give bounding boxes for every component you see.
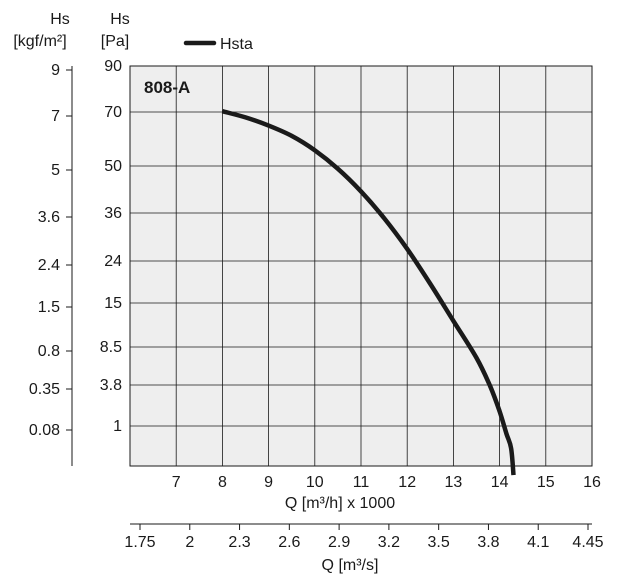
y-tick-label-2: 50 (104, 158, 122, 175)
x-tick-label-8: 15 (537, 474, 555, 491)
y-tick-label-3: 36 (104, 205, 122, 222)
x-tick-label-2: 9 (264, 474, 273, 491)
y2-tick-label-6: 0.8 (38, 343, 60, 360)
y-tick-label-5: 15 (104, 295, 122, 312)
y2-axis-title-line2: [kgf/m²] (13, 33, 66, 50)
x-axis-title: Q [m³/h] x 1000 (285, 495, 395, 512)
y-axis-title-line2: [Pa] (101, 33, 129, 50)
x-tick-label-0: 7 (172, 474, 181, 491)
y2-tick-label-8: 0.08 (29, 422, 60, 439)
x-tick-label-3: 10 (306, 474, 324, 491)
model-label: 808-A (144, 78, 190, 97)
y-tick-label-6: 8.5 (100, 339, 122, 356)
x2-tick-label-9: 4.45 (572, 534, 603, 551)
y-tick-label-1: 70 (104, 104, 122, 121)
y2-tick-label-0: 9 (51, 62, 60, 79)
y-tick-label-0: 90 (104, 58, 122, 75)
y-tick-label-7: 3.8 (100, 377, 122, 394)
x-tick-label-6: 13 (445, 474, 463, 491)
x-tick-label-4: 11 (353, 474, 370, 491)
y2-ticks: 9 7 5 3.6 2.4 1.5 0.8 0.35 0.08 (29, 62, 72, 439)
x-tick-label-7: 14 (491, 474, 509, 491)
x2-tick-label-4: 2.9 (328, 534, 350, 551)
y2-tick-label-2: 5 (51, 162, 60, 179)
y2-tick-label-1: 7 (51, 108, 60, 125)
y2-axis-title-line1: Hs (50, 11, 70, 28)
y2-tick-label-5: 1.5 (38, 299, 60, 316)
x2-tick-label-6: 3.5 (428, 534, 450, 551)
x-ticks: 7 8 9 10 11 12 13 14 15 16 (172, 474, 601, 491)
x2-axis-title: Q [m³/s] (322, 557, 379, 574)
x2-ticks: 1.75 2 2.3 2.6 2.9 3.2 3.5 3.8 4.1 4.45 (124, 524, 604, 551)
y2-tick-label-3: 3.6 (38, 209, 60, 226)
x2-tick-label-5: 3.2 (378, 534, 400, 551)
x2-tick-label-8: 4.1 (527, 534, 549, 551)
y-tick-label-8: 1 (113, 418, 122, 435)
x2-tick-label-7: 3.8 (477, 534, 499, 551)
x2-tick-label-0: 1.75 (124, 534, 155, 551)
y-axis-title-line1: Hs (110, 11, 130, 28)
plot-border (129, 65, 593, 467)
y-tick-label-4: 24 (104, 253, 122, 270)
x-tick-label-5: 12 (398, 474, 416, 491)
series-line-hsta (221, 109, 516, 476)
x-tick-label-9: 16 (583, 474, 601, 491)
x2-tick-label-2: 2.3 (228, 534, 250, 551)
curve-layer (221, 109, 516, 476)
x-tick-label-1: 8 (218, 474, 227, 491)
legend: Hsta (183, 36, 253, 53)
y2-tick-label-4: 2.4 (38, 257, 60, 274)
x2-tick-label-3: 2.6 (278, 534, 300, 551)
y2-tick-label-7: 0.35 (29, 381, 60, 398)
x2-tick-label-1: 2 (185, 534, 194, 551)
y-ticks: 90 70 50 36 24 15 8.5 3.8 1 (100, 58, 122, 435)
legend-label: Hsta (220, 36, 253, 53)
